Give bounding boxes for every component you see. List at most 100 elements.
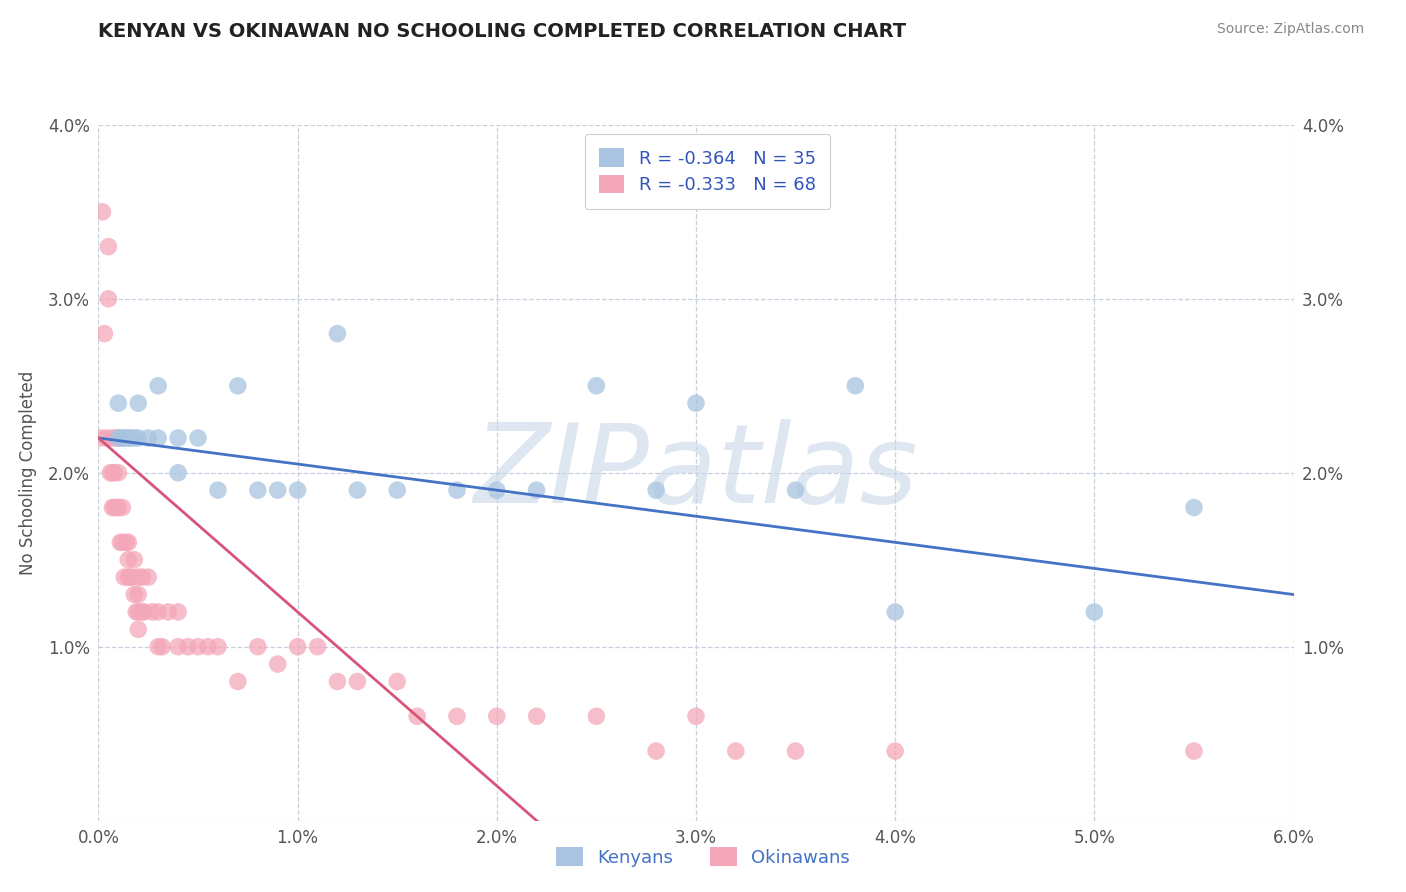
Point bbox=[884, 744, 907, 758]
Legend: Kenyans, Okinawans: Kenyans, Okinawans bbox=[548, 840, 858, 874]
Point bbox=[167, 605, 190, 619]
Point bbox=[111, 500, 134, 515]
Point bbox=[101, 466, 124, 480]
Point bbox=[844, 378, 866, 392]
Point bbox=[148, 431, 170, 445]
Point bbox=[125, 605, 148, 619]
Point bbox=[112, 570, 135, 584]
Point bbox=[526, 709, 548, 723]
Point bbox=[107, 396, 129, 410]
Point bbox=[89, 431, 111, 445]
Point bbox=[685, 396, 707, 410]
Point bbox=[167, 466, 190, 480]
Point bbox=[157, 605, 180, 619]
Point bbox=[127, 431, 149, 445]
Point bbox=[141, 605, 163, 619]
Point bbox=[127, 605, 149, 619]
Point bbox=[446, 483, 468, 498]
Point bbox=[167, 431, 190, 445]
Point bbox=[884, 605, 907, 619]
Point bbox=[101, 431, 124, 445]
Point bbox=[98, 466, 122, 480]
Point bbox=[148, 378, 170, 392]
Point bbox=[187, 640, 209, 654]
Point bbox=[1083, 605, 1105, 619]
Point bbox=[117, 431, 139, 445]
Point bbox=[246, 483, 269, 498]
Point bbox=[326, 674, 349, 689]
Point bbox=[150, 640, 173, 654]
Point bbox=[246, 640, 269, 654]
Point bbox=[124, 552, 146, 567]
Point bbox=[136, 570, 159, 584]
Point bbox=[127, 623, 149, 637]
Point bbox=[111, 535, 134, 549]
Point bbox=[346, 674, 368, 689]
Point bbox=[105, 431, 128, 445]
Point bbox=[120, 570, 142, 584]
Point bbox=[127, 396, 149, 410]
Point bbox=[287, 483, 309, 498]
Point bbox=[121, 570, 143, 584]
Point bbox=[226, 378, 249, 392]
Point bbox=[120, 431, 142, 445]
Point bbox=[1182, 500, 1205, 515]
Point bbox=[97, 239, 120, 253]
Point bbox=[96, 431, 118, 445]
Point bbox=[385, 483, 409, 498]
Point bbox=[134, 605, 156, 619]
Point bbox=[117, 552, 139, 567]
Point bbox=[93, 326, 115, 341]
Point bbox=[177, 640, 200, 654]
Point bbox=[585, 709, 607, 723]
Point bbox=[685, 709, 707, 723]
Point bbox=[112, 431, 135, 445]
Point bbox=[111, 431, 134, 445]
Point bbox=[101, 500, 124, 515]
Point bbox=[148, 605, 170, 619]
Point bbox=[207, 483, 229, 498]
Point bbox=[1182, 744, 1205, 758]
Point bbox=[131, 605, 153, 619]
Point bbox=[485, 483, 508, 498]
Point bbox=[406, 709, 429, 723]
Point bbox=[326, 326, 349, 341]
Point bbox=[148, 640, 170, 654]
Point bbox=[103, 500, 125, 515]
Point bbox=[724, 744, 747, 758]
Point bbox=[785, 483, 807, 498]
Point bbox=[267, 483, 290, 498]
Point bbox=[107, 431, 129, 445]
Point bbox=[267, 657, 290, 671]
Point bbox=[124, 431, 146, 445]
Y-axis label: No Schooling Completed: No Schooling Completed bbox=[18, 371, 37, 574]
Text: KENYAN VS OKINAWAN NO SCHOOLING COMPLETED CORRELATION CHART: KENYAN VS OKINAWAN NO SCHOOLING COMPLETE… bbox=[98, 22, 907, 41]
Point bbox=[645, 744, 668, 758]
Point bbox=[110, 535, 132, 549]
Point bbox=[207, 640, 229, 654]
Point bbox=[167, 640, 190, 654]
Point bbox=[385, 674, 409, 689]
Point bbox=[127, 588, 149, 602]
Point bbox=[117, 535, 139, 549]
Point bbox=[485, 709, 508, 723]
Point bbox=[117, 570, 139, 584]
Point bbox=[785, 744, 807, 758]
Point bbox=[136, 431, 159, 445]
Point bbox=[645, 483, 668, 498]
Point bbox=[107, 500, 129, 515]
Point bbox=[112, 431, 135, 445]
Point bbox=[346, 483, 368, 498]
Point bbox=[197, 640, 219, 654]
Point bbox=[105, 500, 128, 515]
Point bbox=[107, 431, 129, 445]
Point bbox=[127, 570, 149, 584]
Point bbox=[91, 204, 114, 219]
Point bbox=[307, 640, 329, 654]
Point bbox=[97, 292, 120, 306]
Point bbox=[107, 466, 129, 480]
Point bbox=[226, 674, 249, 689]
Point bbox=[124, 588, 146, 602]
Point bbox=[103, 466, 125, 480]
Point bbox=[446, 709, 468, 723]
